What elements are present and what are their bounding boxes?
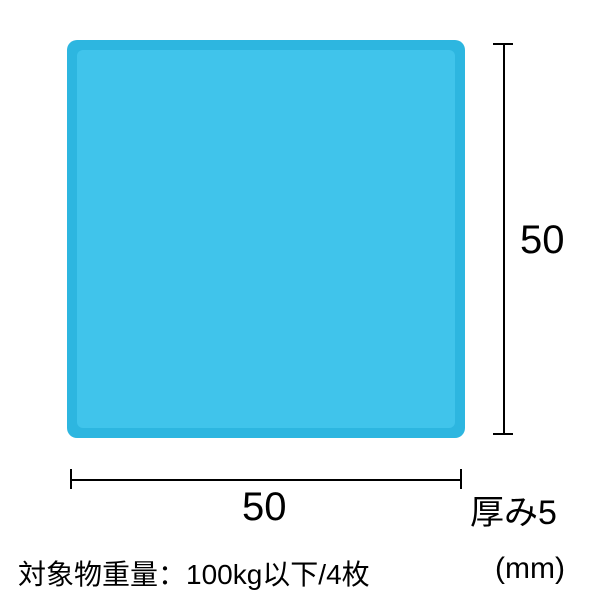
- product-square-inner: [77, 50, 455, 428]
- height-dimension-cap-top: [493, 43, 513, 45]
- height-dimension-line: [503, 43, 505, 435]
- width-dimension-value: 50: [230, 485, 299, 530]
- thickness-label: 厚み5: [470, 485, 557, 534]
- width-dimension-line: [70, 479, 462, 481]
- thickness-prefix: 厚み: [470, 494, 538, 532]
- thickness-value: 5: [538, 494, 557, 532]
- height-dimension-value: 50: [520, 218, 565, 263]
- width-dimension-cap-left: [70, 469, 72, 489]
- weight-note: 対象物重量：100kg以下/4枚: [18, 553, 370, 593]
- unit-label: (mm): [495, 552, 565, 586]
- width-dimension-cap-right: [460, 469, 462, 489]
- height-dimension-cap-bottom: [493, 433, 513, 435]
